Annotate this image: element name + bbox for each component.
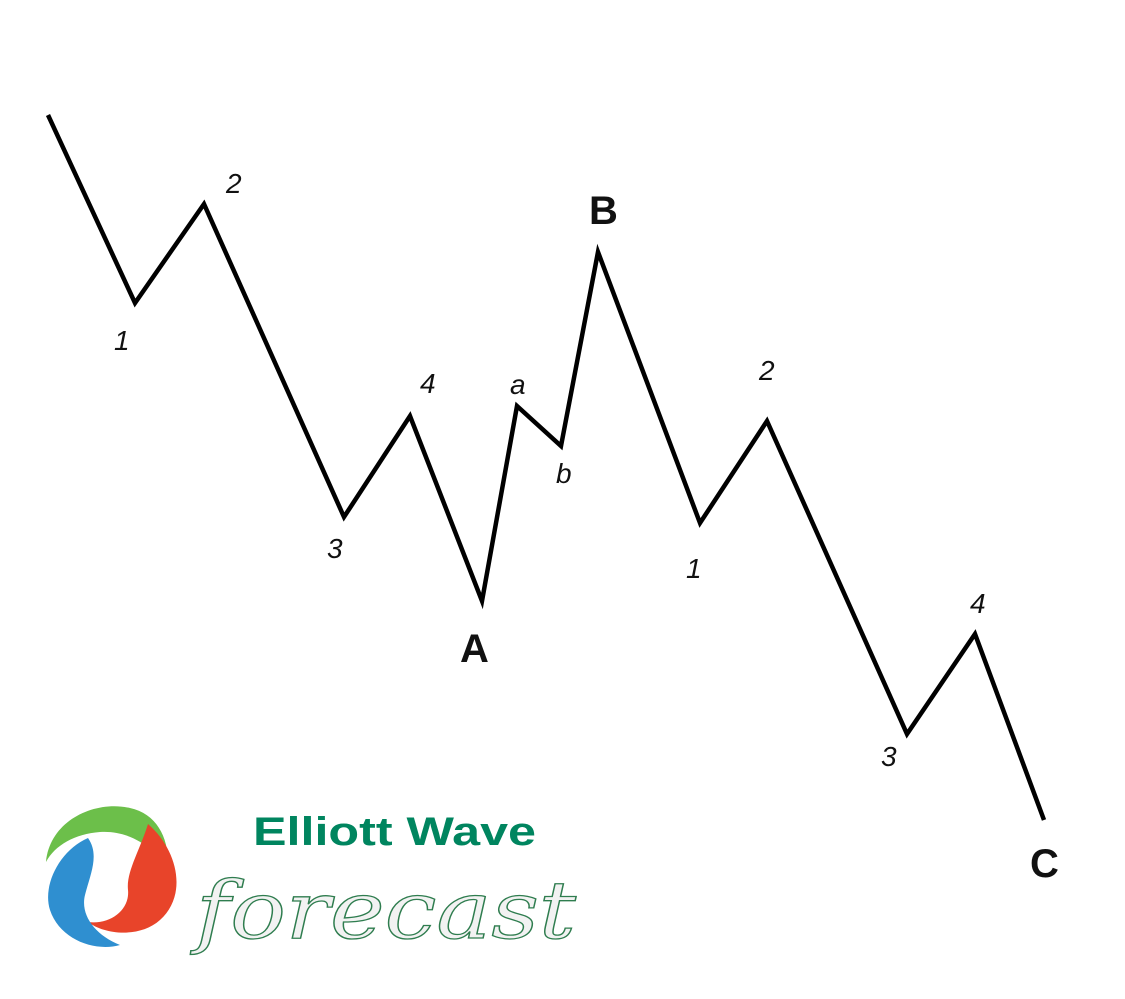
label-wave-B: B: [589, 189, 618, 233]
logo-elliott-wave-text: Elliott Wave: [253, 810, 536, 854]
label-wave-c2: 2: [758, 355, 775, 386]
label-wave-4: 4: [420, 368, 436, 399]
label-wave-2: 2: [225, 168, 242, 199]
label-wave-a: a: [510, 369, 526, 400]
label-wave-c3: 3: [881, 741, 897, 772]
logo-swirl-icon: [46, 806, 177, 947]
label-wave-C: C: [1030, 842, 1059, 886]
logo-green-arc: [46, 806, 169, 870]
label-wave-b: b: [556, 458, 572, 489]
label-wave-c1: 1: [686, 553, 702, 584]
logo-red-arc: [88, 824, 177, 933]
label-wave-1: 1: [114, 325, 130, 356]
logo-blue-arc: [48, 838, 120, 947]
wave-path: [45, 114, 1047, 821]
label-wave-3: 3: [327, 533, 343, 564]
label-wave-c4: 4: [970, 588, 986, 619]
logo: Elliott Wave forecast: [46, 806, 578, 958]
logo-forecast-text: forecast: [190, 864, 577, 957]
label-wave-A: A: [460, 627, 489, 671]
